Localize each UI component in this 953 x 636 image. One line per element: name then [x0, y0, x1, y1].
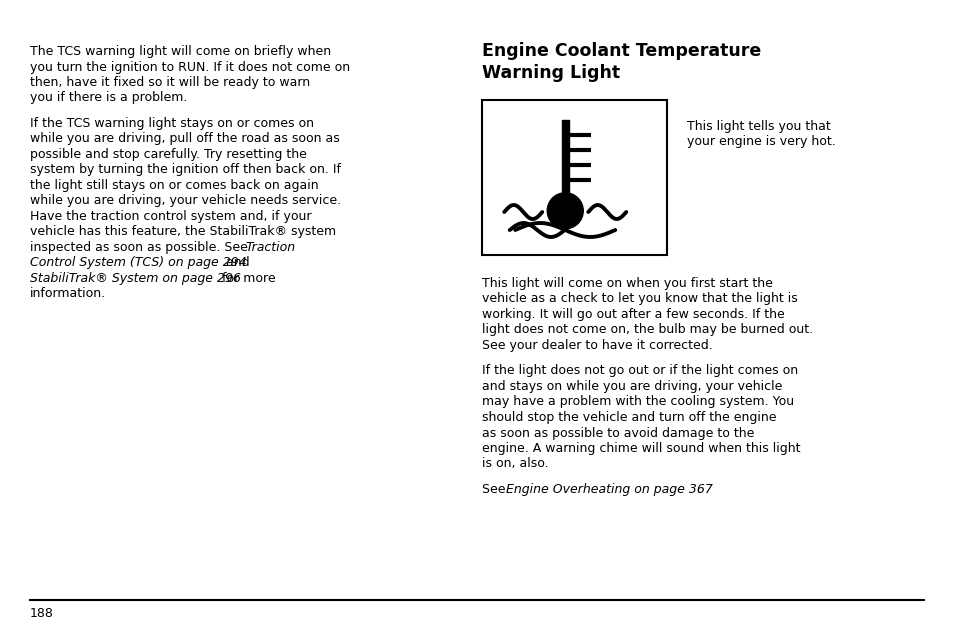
Text: system by turning the ignition off then back on. If: system by turning the ignition off then … — [30, 163, 340, 177]
Text: is on, also.: is on, also. — [481, 457, 548, 471]
Text: while you are driving, your vehicle needs service.: while you are driving, your vehicle need… — [30, 195, 341, 207]
Text: and stays on while you are driving, your vehicle: and stays on while you are driving, your… — [481, 380, 781, 393]
Text: may have a problem with the cooling system. You: may have a problem with the cooling syst… — [481, 396, 793, 408]
Text: and: and — [222, 256, 250, 270]
Text: The TCS warning light will come on briefly when: The TCS warning light will come on brief… — [30, 45, 331, 58]
Text: while you are driving, pull off the road as soon as: while you are driving, pull off the road… — [30, 132, 339, 146]
Text: inspected as soon as possible. See: inspected as soon as possible. See — [30, 241, 252, 254]
Text: Warning Light: Warning Light — [481, 64, 619, 82]
Text: StabiliTrak® System on page 296: StabiliTrak® System on page 296 — [30, 272, 241, 285]
Text: See your dealer to have it corrected.: See your dealer to have it corrected. — [481, 339, 712, 352]
Text: should stop the vehicle and turn off the engine: should stop the vehicle and turn off the… — [481, 411, 776, 424]
Text: Have the traction control system and, if your: Have the traction control system and, if… — [30, 210, 312, 223]
Text: This light will come on when you first start the: This light will come on when you first s… — [481, 277, 772, 290]
Text: you turn the ignition to RUN. If it does not come on: you turn the ignition to RUN. If it does… — [30, 60, 350, 74]
Text: as soon as possible to avoid damage to the: as soon as possible to avoid damage to t… — [481, 427, 754, 439]
Text: Traction: Traction — [245, 241, 294, 254]
Text: This light tells you that: This light tells you that — [686, 120, 830, 133]
Text: light does not come on, the bulb may be burned out.: light does not come on, the bulb may be … — [481, 324, 812, 336]
Text: See: See — [481, 483, 509, 496]
Text: vehicle as a check to let you know that the light is: vehicle as a check to let you know that … — [481, 293, 797, 305]
Bar — [561, 120, 568, 200]
Text: the light still stays on or comes back on again: the light still stays on or comes back o… — [30, 179, 318, 192]
Text: If the TCS warning light stays on or comes on: If the TCS warning light stays on or com… — [30, 117, 314, 130]
Bar — [481, 100, 666, 255]
Text: Control System (TCS) on page 294: Control System (TCS) on page 294 — [30, 256, 247, 270]
Text: you if there is a problem.: you if there is a problem. — [30, 92, 187, 104]
Text: then, have it fixed so it will be ready to warn: then, have it fixed so it will be ready … — [30, 76, 310, 89]
Text: 188: 188 — [30, 607, 53, 620]
Text: information.: information. — [30, 287, 106, 300]
Text: Engine Overheating on page 367: Engine Overheating on page 367 — [505, 483, 712, 496]
Text: your engine is very hot.: your engine is very hot. — [686, 135, 835, 148]
Text: .: . — [697, 483, 700, 496]
Text: possible and stop carefully. Try resetting the: possible and stop carefully. Try resetti… — [30, 148, 307, 161]
Text: vehicle has this feature, the StabiliTrak® system: vehicle has this feature, the StabiliTra… — [30, 226, 335, 238]
Text: for more: for more — [218, 272, 275, 285]
Text: If the light does not go out or if the light comes on: If the light does not go out or if the l… — [481, 364, 798, 378]
Text: working. It will go out after a few seconds. If the: working. It will go out after a few seco… — [481, 308, 784, 321]
Text: engine. A warning chime will sound when this light: engine. A warning chime will sound when … — [481, 442, 800, 455]
Circle shape — [547, 193, 582, 229]
Text: Engine Coolant Temperature: Engine Coolant Temperature — [481, 42, 760, 60]
